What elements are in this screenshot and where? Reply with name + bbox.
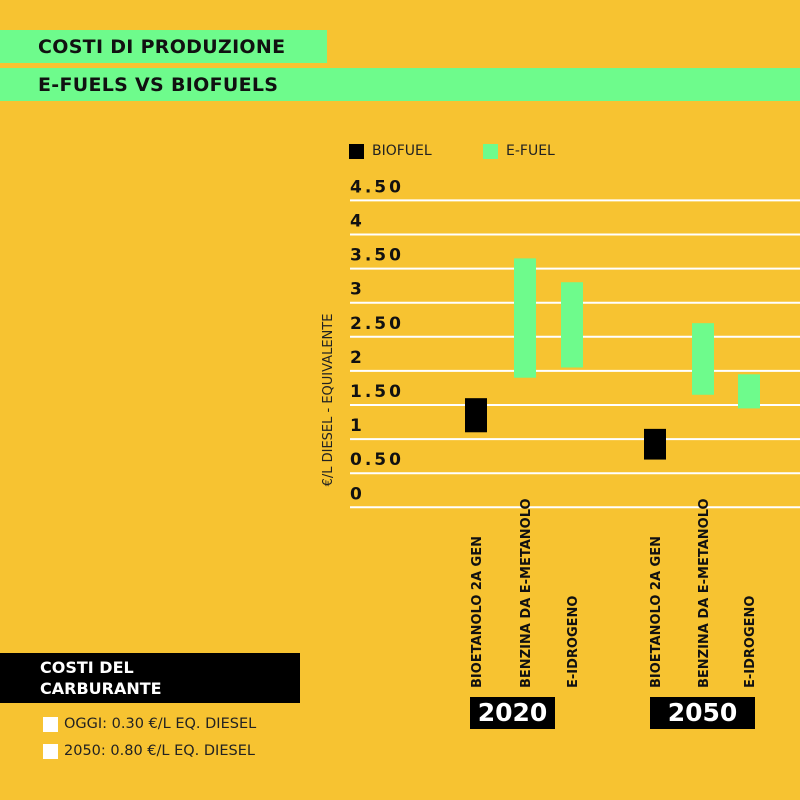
bar-2050-2 — [738, 374, 760, 409]
year-label-2050: 2050 — [650, 697, 755, 729]
category-label: BIOETANOLO 2A GEN — [649, 536, 664, 688]
fuel-costs-header: COSTI DEL CARBURANTE — [0, 653, 300, 703]
bar-2020-2 — [561, 282, 583, 368]
swatch — [43, 743, 58, 759]
y-tick-label: 3.50 — [350, 246, 404, 266]
y-tick-label: 0.50 — [350, 450, 404, 470]
title-band: COSTI DI PRODUZIONE — [0, 30, 327, 63]
bar-2020-0 — [465, 398, 487, 433]
category-label: E-IDROGENO — [743, 596, 758, 688]
legend-swatch-biofuel — [349, 143, 364, 159]
y-axis-label: €/L DIESEL - EQUIVALENTE — [321, 314, 336, 487]
y-tick-label: 1.50 — [350, 382, 404, 402]
fuel-cost-text: 2050: 0.80 €/L EQ. DIESEL — [64, 743, 255, 759]
fuel-cost-2050: 2050: 0.80 €/L EQ. DIESEL — [43, 743, 255, 759]
fuel-costs-title-2: CARBURANTE — [40, 679, 162, 698]
chart-subtitle: E-FUELS VS BIOFUELS — [38, 74, 279, 96]
chart-title: COSTI DI PRODUZIONE — [38, 36, 286, 58]
legend-label: BIOFUEL — [372, 143, 432, 159]
swatch — [43, 716, 58, 732]
fuel-cost-today: OGGI: 0.30 €/L EQ. DIESEL — [43, 716, 256, 732]
category-label: BENZINA DA E-METANOLO — [697, 498, 712, 688]
bar-2050-0 — [644, 428, 666, 460]
y-tick-label: 2 — [350, 348, 365, 368]
legend-biofuel: BIOFUEL — [349, 143, 432, 159]
legend-label: E-FUEL — [506, 143, 555, 159]
y-tick-label: 4 — [350, 212, 365, 232]
category-label: BENZINA DA E-METANOLO — [519, 498, 534, 688]
y-tick-label: 0 — [350, 484, 365, 504]
legend-efuel: E-FUEL — [483, 143, 555, 159]
category-label: BIOETANOLO 2A GEN — [470, 536, 485, 688]
fuel-costs-title-1: COSTI DEL — [40, 658, 134, 677]
bar-2020-1 — [514, 258, 536, 378]
category-label: E-IDROGENO — [566, 596, 581, 688]
bar-2050-1 — [692, 323, 714, 395]
y-tick-label: 3 — [350, 280, 365, 300]
legend-swatch-efuel — [483, 143, 498, 159]
y-tick-label: 4.50 — [350, 177, 404, 197]
y-tick-label: 2.50 — [350, 314, 404, 334]
subtitle-band: E-FUELS VS BIOFUELS — [0, 68, 800, 101]
fuel-cost-text: OGGI: 0.30 €/L EQ. DIESEL — [64, 716, 257, 732]
y-tick-label: 1 — [350, 416, 365, 436]
year-label-2020: 2020 — [470, 697, 555, 729]
